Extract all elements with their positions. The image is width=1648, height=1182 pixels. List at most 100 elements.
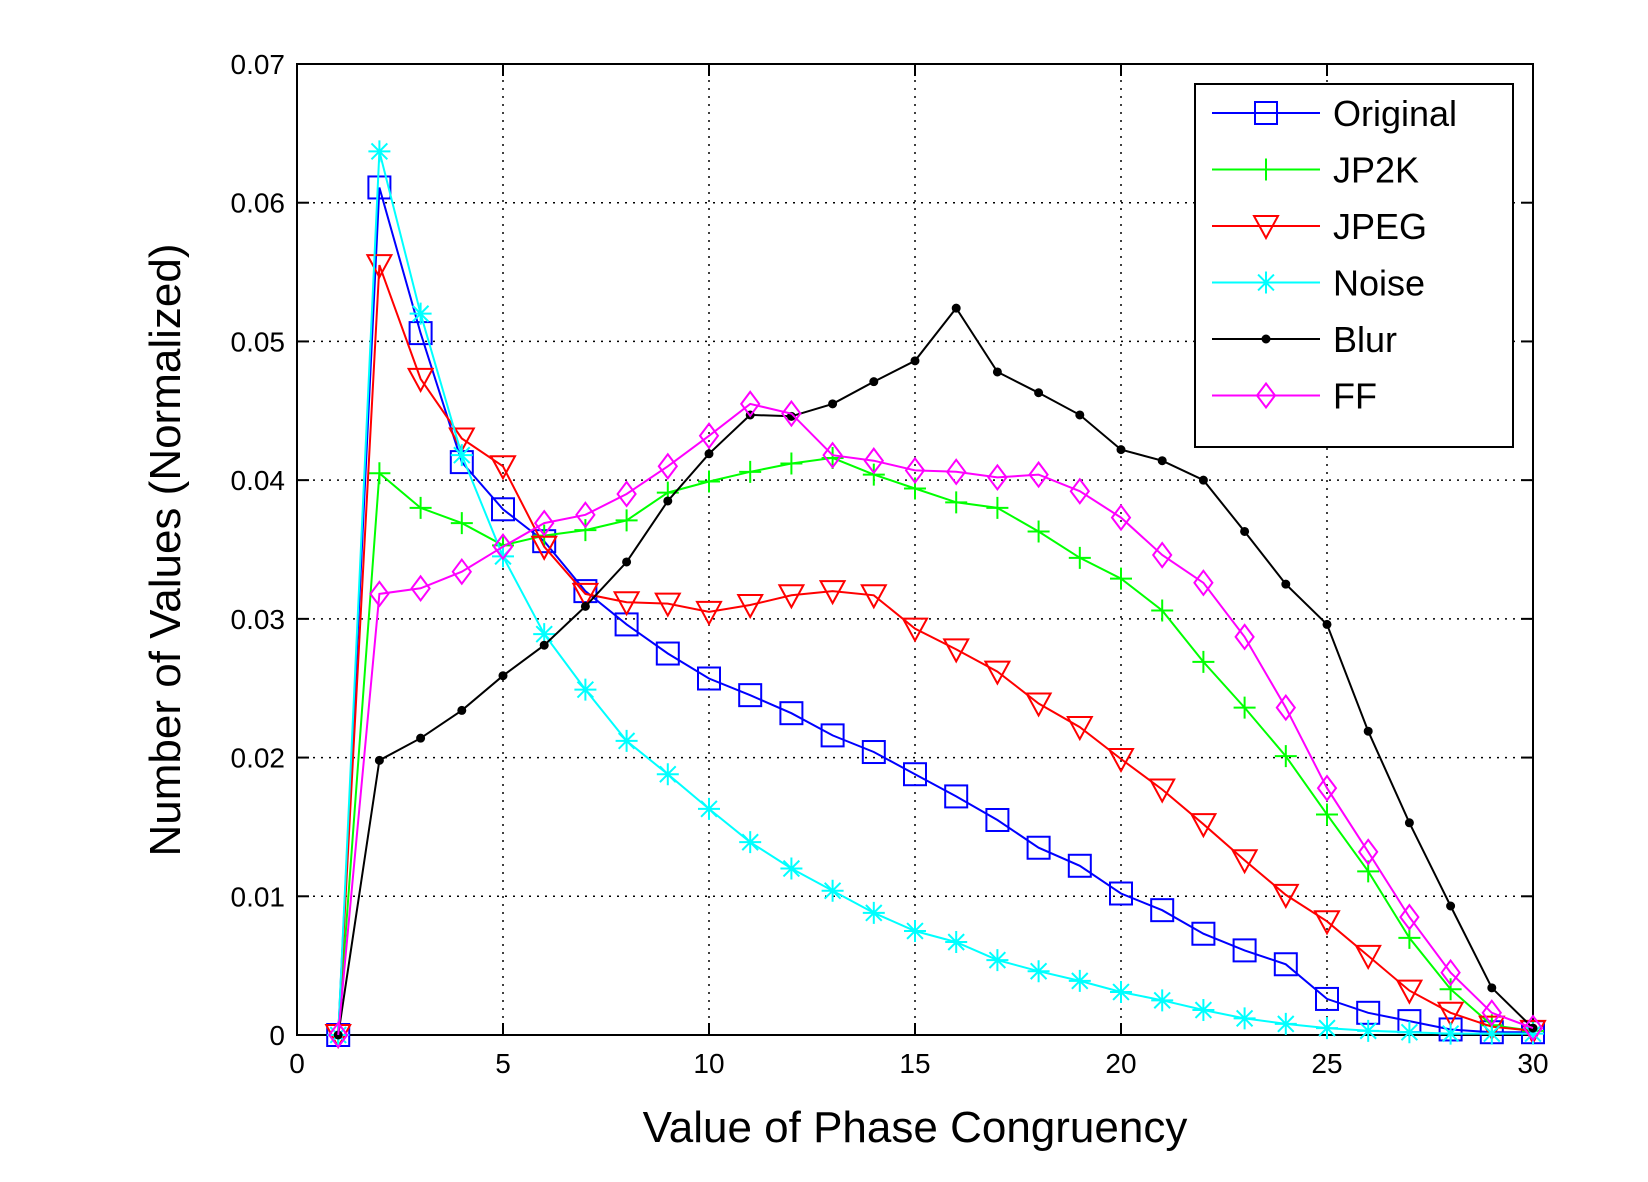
data-point-jpeg	[489, 455, 517, 481]
data-point-original	[367, 175, 392, 200]
data-point-blur	[1116, 445, 1126, 455]
data-point-ff	[369, 580, 390, 608]
data-point-jpeg	[1395, 979, 1424, 1005]
data-point-noise	[739, 831, 762, 854]
data-point-ff	[1234, 623, 1255, 651]
data-point-jp2k	[1233, 696, 1256, 719]
data-point-blur	[828, 399, 838, 409]
data-point-jpeg	[1354, 944, 1382, 971]
data-point-noise	[1192, 999, 1215, 1022]
data-point-ff	[1399, 903, 1420, 931]
legend-label: JP2K	[1333, 150, 1419, 191]
data-point-ff	[533, 509, 555, 537]
x-tick-label: 30	[1517, 1048, 1548, 1079]
data-point-original	[1191, 921, 1216, 946]
data-point-jp2k	[1192, 650, 1215, 673]
data-point-jp2k	[615, 509, 638, 532]
data-point-ff	[1357, 838, 1379, 866]
data-point-jpeg	[1313, 910, 1341, 936]
y-tick-label: 0.01	[231, 881, 286, 912]
data-point-blur	[951, 303, 961, 313]
data-point-ff	[451, 558, 473, 586]
data-point-ff	[945, 458, 967, 486]
data-point-jp2k	[574, 519, 597, 542]
legend-label: Original	[1333, 93, 1457, 134]
data-point-noise	[862, 901, 885, 924]
data-point-jp2k	[945, 491, 968, 514]
data-point-blur	[416, 733, 426, 743]
x-tick-label: 0	[289, 1048, 305, 1079]
legend-marker	[1255, 158, 1277, 181]
data-point-blur	[992, 367, 1002, 377]
data-point-noise	[409, 302, 432, 325]
data-point-ff	[1069, 477, 1091, 505]
data-point-noise	[1027, 960, 1050, 983]
series-line-blur	[337, 306, 1534, 1036]
data-point-jpeg	[1436, 1001, 1465, 1027]
tick-marks	[296, 63, 1534, 1036]
data-point-noise	[574, 678, 597, 701]
data-point-jpeg	[901, 617, 929, 643]
data-point-noise	[698, 797, 720, 820]
data-point-blur	[1198, 475, 1208, 485]
data-point-jpeg	[1107, 747, 1135, 774]
data-point-original	[1232, 938, 1257, 963]
data-point-ff	[863, 447, 885, 475]
data-point-noise	[1274, 1012, 1297, 1035]
x-tick-label: 20	[1105, 1048, 1136, 1079]
data-point-noise	[368, 140, 391, 163]
data-point-ff	[781, 399, 802, 428]
data-point-original	[861, 740, 886, 765]
data-point-ff	[1151, 541, 1173, 569]
data-point-jp2k	[1110, 567, 1132, 590]
legend-label: FF	[1333, 376, 1377, 417]
data-point-jp2k	[1274, 745, 1297, 768]
data-point-jp2k	[1151, 599, 1174, 622]
legend-marker	[1261, 334, 1271, 344]
data-point-jp2k	[1068, 546, 1091, 569]
data-point-jpeg	[406, 367, 435, 393]
data-point-ff	[1193, 569, 1214, 597]
data-point-blur	[622, 557, 632, 567]
data-point-jp2k	[1439, 978, 1462, 1001]
legend-marker	[1252, 215, 1280, 241]
data-point-noise	[1151, 989, 1174, 1012]
data-point-ff	[1110, 503, 1132, 532]
data-point-noise	[1233, 1007, 1256, 1030]
data-point-blur	[1281, 579, 1291, 589]
data-point-jpeg	[448, 427, 476, 453]
data-point-ff	[1481, 999, 1503, 1027]
data-point-original	[1150, 898, 1175, 923]
series-line-jpeg	[337, 264, 1534, 1036]
y-tick-label: 0	[269, 1020, 285, 1051]
data-point-ff	[1440, 958, 1461, 987]
data-point-jpeg	[1272, 883, 1300, 909]
data-point-jpeg	[983, 660, 1012, 686]
data-point-ff	[739, 390, 761, 418]
data-point-blur	[1240, 526, 1250, 536]
data-point-blur	[457, 705, 467, 715]
data-point-original	[491, 497, 515, 522]
data-point-original	[820, 723, 845, 748]
series-ff	[327, 390, 1544, 1049]
data-point-blur	[1446, 901, 1456, 911]
data-point-original	[1109, 881, 1133, 906]
data-point-ff	[410, 574, 431, 603]
data-point-jpeg	[654, 592, 682, 618]
data-point-jpeg	[1189, 813, 1218, 839]
data-point-blur	[910, 356, 920, 366]
data-point-original	[1026, 835, 1051, 860]
data-point-original	[738, 683, 763, 708]
legend-entry-jp2k: JP2K	[1212, 150, 1419, 191]
data-point-blur	[580, 601, 590, 611]
data-point-ff	[492, 533, 514, 561]
data-point-ff	[1316, 774, 1338, 802]
data-point-jpeg	[1230, 849, 1259, 875]
data-point-blur	[1363, 726, 1373, 736]
legend-marker	[1255, 381, 1277, 410]
data-point-noise	[492, 545, 514, 568]
data-point-ff	[657, 452, 679, 480]
data-point-noise	[1398, 1021, 1421, 1044]
data-point-jp2k	[368, 462, 391, 485]
data-point-blur	[869, 377, 879, 387]
